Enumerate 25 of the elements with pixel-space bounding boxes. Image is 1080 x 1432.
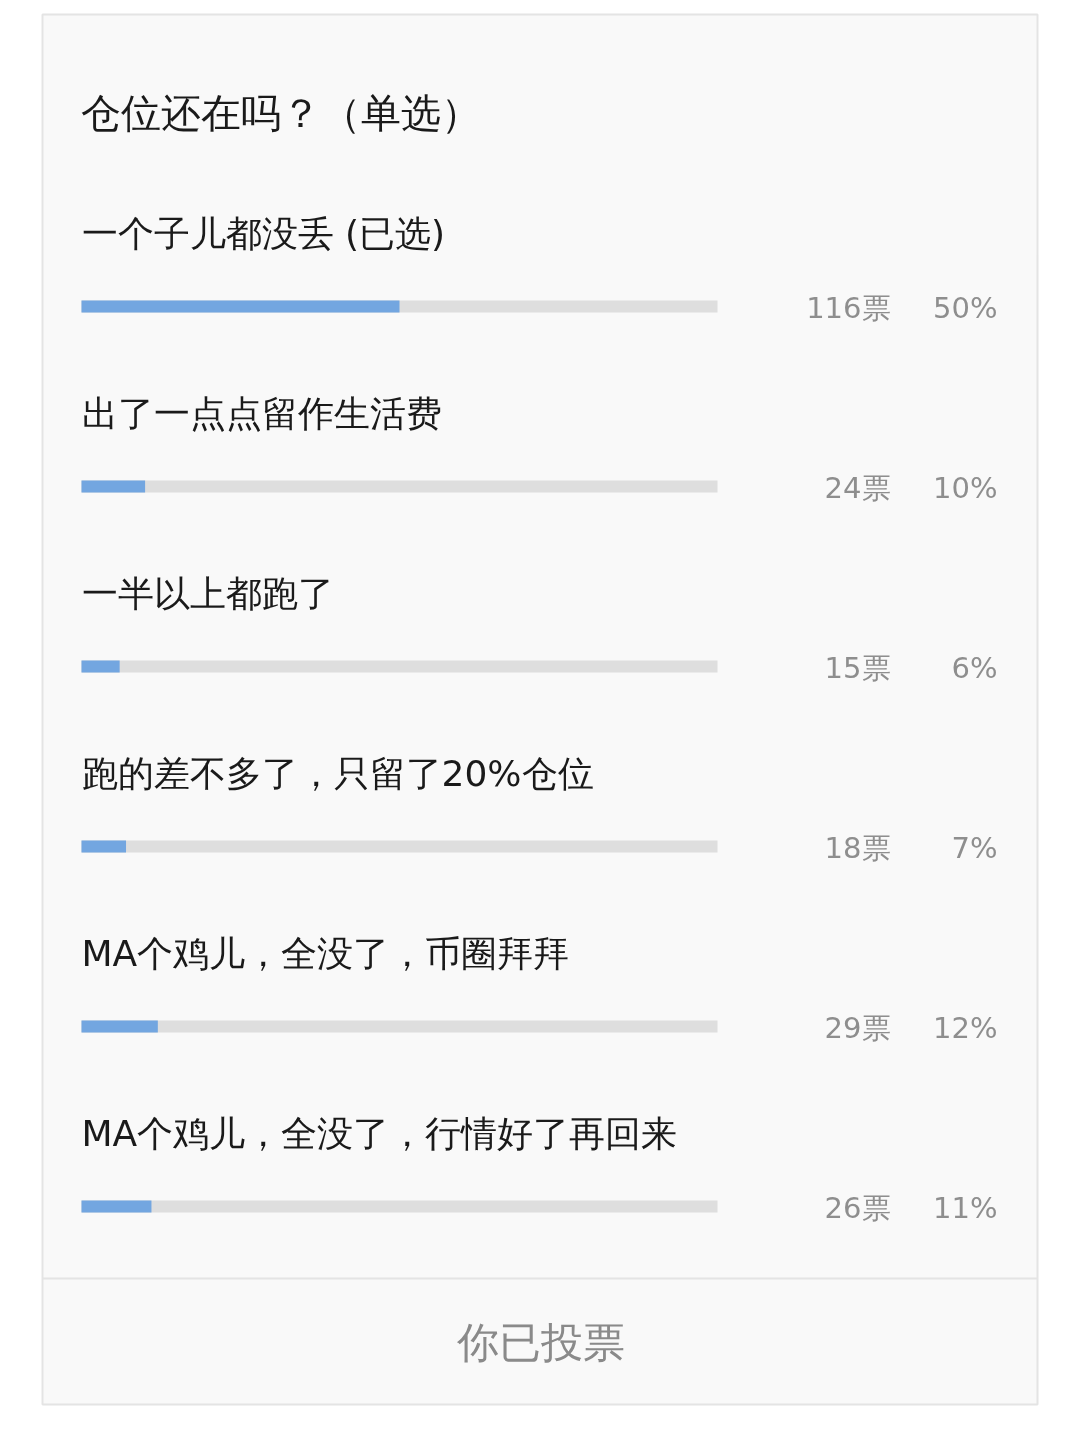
text: 24票 — [824, 470, 891, 505]
y-tick-label: 出了一点点留作生活费 — [81, 393, 442, 434]
bar — [81, 660, 120, 673]
text: 18票 — [824, 830, 891, 865]
y-tick-label: MA个鸡儿，全没了，币圈拜拜 — [81, 933, 570, 974]
data-label: 6% — [951, 650, 998, 685]
chart-title: 仓位还在吗？（单选） — [80, 89, 481, 136]
data-label: 50% — [933, 290, 998, 325]
bar — [81, 1020, 158, 1033]
text: 你已投票 — [455, 1318, 625, 1367]
y-tick-label: MA个鸡儿，全没了，行情好了再回来 — [81, 1113, 678, 1154]
text: 29票 — [824, 1010, 891, 1045]
text: 116票 — [806, 290, 891, 325]
text: 15票 — [824, 650, 891, 685]
bar — [81, 480, 146, 493]
y-tick-label: 一半以上都跑了 — [81, 573, 334, 614]
y-tick-label: 跑的差不多了，只留了20%仓位 — [81, 753, 594, 794]
data-label: 7% — [951, 830, 998, 865]
text: 26票 — [824, 1190, 891, 1225]
bar — [81, 1200, 152, 1213]
data-label: 11% — [933, 1190, 998, 1225]
y-tick-label: 一个子儿都没丢 (已选) — [81, 213, 446, 254]
data-label: 10% — [933, 470, 998, 505]
data-label: 12% — [933, 1010, 998, 1045]
bar — [81, 840, 127, 853]
